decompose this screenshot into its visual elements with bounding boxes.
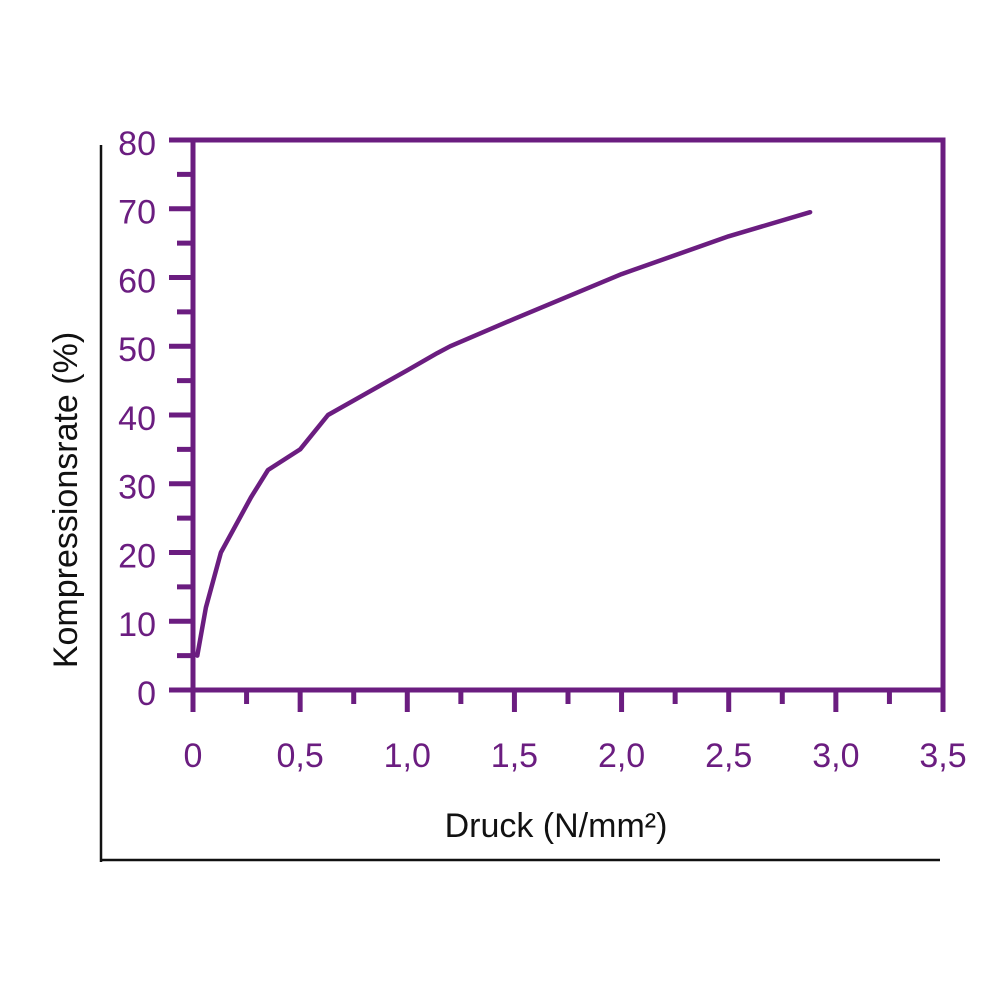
x-tick-label: 3,5 [919, 737, 966, 775]
x-tick-label: 0 [184, 737, 203, 775]
y-tick-label: 50 [118, 331, 156, 369]
plot-frame [190, 137, 946, 693]
y-tick-label: 40 [118, 400, 156, 438]
y-tick-label: 20 [118, 537, 156, 575]
x-tick-label: 1,5 [491, 737, 538, 775]
data-line [195, 209, 813, 658]
y-tick-label: 30 [118, 469, 156, 507]
x-tick-label: 2,0 [598, 737, 645, 775]
y-axis-label: Kompressionsrate (%) [47, 332, 85, 668]
x-tick-label: 3,0 [812, 737, 859, 775]
x-tick-label: 2,5 [705, 737, 752, 775]
x-tick-label: 0,5 [277, 737, 324, 775]
y-tick-label: 70 [118, 194, 156, 232]
y-tick-label: 10 [118, 606, 156, 644]
x-tick-label: 1,0 [384, 737, 431, 775]
y-tick-label: 60 [118, 262, 156, 300]
y-tick-label: 80 [118, 125, 156, 163]
y-tick-label: 0 [137, 675, 156, 713]
x-axis-label: Druck (N/mm²) [445, 807, 668, 845]
